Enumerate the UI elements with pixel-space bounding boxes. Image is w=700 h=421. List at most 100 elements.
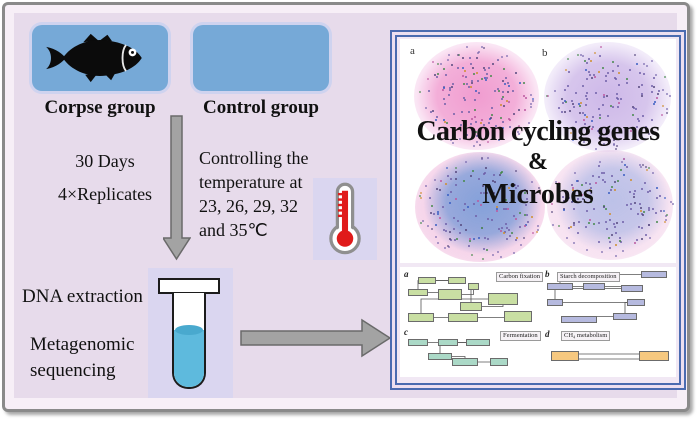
network-node [563,208,566,211]
network-node [652,77,655,80]
network-node [525,197,528,200]
network-node [461,56,464,59]
network-node [532,98,535,101]
network-node [450,86,453,89]
network-node [625,165,628,168]
network-node [602,206,605,209]
network-node [507,187,510,190]
network-node [494,125,497,128]
network-node [605,94,608,97]
network-node [612,143,615,146]
network-node [580,184,583,187]
network-node [641,84,644,87]
network-node [603,204,606,207]
network-node [498,90,501,93]
network-node [573,242,576,245]
pathway-gene-box [639,351,669,361]
network-node [547,94,550,97]
network-node [613,225,616,228]
network-node [615,244,618,247]
network-node [568,70,571,73]
network-node [577,198,580,201]
network-node [506,90,509,93]
network-node [442,98,445,101]
network-node [655,187,658,190]
network-node [441,89,444,92]
network-node [464,70,467,73]
network-node [665,107,668,110]
network-node [570,131,573,134]
network-node [584,113,587,116]
network-node [591,115,594,118]
network-node [465,83,468,86]
network-node [625,81,628,84]
network-node [613,138,616,141]
network-node [621,221,624,224]
network-node [476,72,479,75]
network-node [505,226,508,229]
network-node [453,227,456,230]
network-node [590,120,593,123]
network-node [482,66,485,69]
network-node [481,227,484,230]
network-node [557,190,560,193]
thermometer-backing [313,178,377,260]
network-node [499,256,502,259]
network-node [609,241,612,244]
network-node [647,132,650,135]
network-node [537,186,540,189]
network-node [531,231,534,234]
network-node [590,128,593,131]
network-node [670,201,673,204]
pathway-panel-starch-decomposition: b Starch decomposition [545,269,675,325]
network-node [563,100,566,103]
network-node [450,238,453,241]
network-node [599,116,602,119]
headline-ampersand: & [528,149,548,175]
network-node [470,128,473,131]
network-node [465,45,468,48]
network-node [623,173,626,176]
network-node [572,188,575,191]
network-node [475,120,478,123]
network-node [638,163,641,166]
network-node [585,209,588,212]
network-node [437,241,440,244]
pathway-panel-letter: b [545,269,550,279]
network-node [648,224,651,227]
network-node [505,208,508,211]
network-node [602,172,605,175]
network-node [642,164,645,167]
network-node [493,90,496,93]
network-node [615,221,618,224]
network-node [453,113,456,116]
network-node [582,111,585,114]
pathway-gene-box [460,302,482,311]
network-node [655,196,658,199]
network-node [468,85,471,88]
pathway-gene-box [438,289,462,300]
network-node [478,50,481,53]
network-node [489,116,492,119]
network-node [470,79,473,82]
network-node [515,217,517,220]
network-node [579,104,582,107]
network-node [461,75,464,77]
network-node [477,199,480,202]
test-tube [172,293,206,389]
pathway-gene-box [418,277,436,284]
network-node [624,164,627,167]
network-node [609,104,612,107]
network-node [560,111,563,114]
network-node [485,72,488,75]
network-node [446,167,448,170]
network-node [486,248,489,251]
network-node [482,248,485,251]
network-node [641,187,644,190]
network-node [517,108,520,111]
pathway-connectors [579,353,639,360]
network-node [613,181,616,183]
network-node [657,89,660,92]
network-node [645,125,648,128]
network-node [653,86,656,89]
